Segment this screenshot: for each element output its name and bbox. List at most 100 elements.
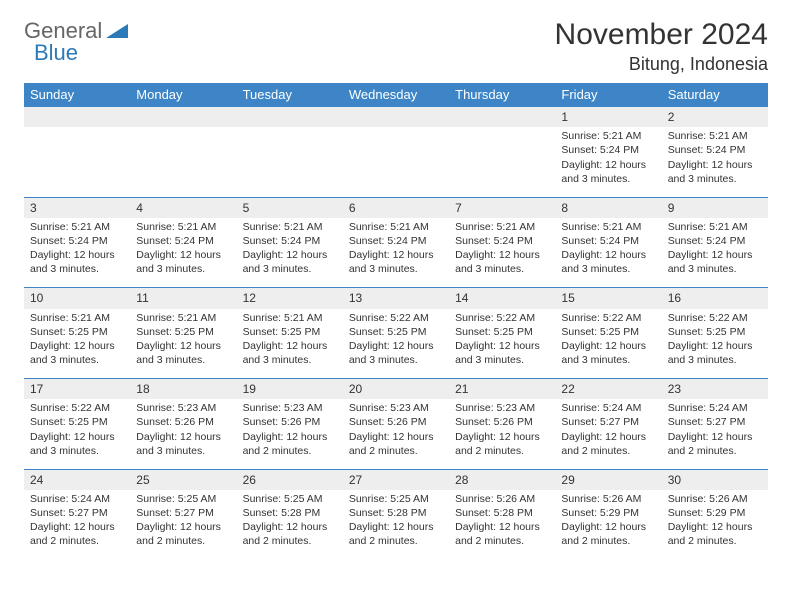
daylight-text: Daylight: 12 hours <box>243 339 337 353</box>
sunset-text: Sunset: 5:24 PM <box>561 143 655 157</box>
day-number-cell <box>237 107 343 128</box>
daylight-text: Daylight: 12 hours <box>349 430 443 444</box>
day-content-cell: Sunrise: 5:22 AMSunset: 5:25 PMDaylight:… <box>662 309 768 379</box>
day-content-cell: Sunrise: 5:21 AMSunset: 5:25 PMDaylight:… <box>130 309 236 379</box>
day-content-cell: Sunrise: 5:23 AMSunset: 5:26 PMDaylight:… <box>449 399 555 469</box>
sunrise-text: Sunrise: 5:21 AM <box>668 129 762 143</box>
day-content-cell: Sunrise: 5:24 AMSunset: 5:27 PMDaylight:… <box>555 399 661 469</box>
daylight-text: Daylight: 12 hours <box>668 430 762 444</box>
sunset-text: Sunset: 5:26 PM <box>243 415 337 429</box>
daylight-text-2: and 3 minutes. <box>561 262 655 276</box>
day-number-cell: 9 <box>662 197 768 218</box>
daylight-text: Daylight: 12 hours <box>243 248 337 262</box>
daylight-text-2: and 3 minutes. <box>561 353 655 367</box>
day-number-cell: 24 <box>24 469 130 490</box>
daylight-text-2: and 2 minutes. <box>561 534 655 548</box>
daylight-text-2: and 2 minutes. <box>30 534 124 548</box>
sunrise-text: Sunrise: 5:24 AM <box>30 492 124 506</box>
weekday-header: Thursday <box>449 83 555 107</box>
daylight-text-2: and 3 minutes. <box>455 353 549 367</box>
day-number-cell: 14 <box>449 288 555 309</box>
daylight-text: Daylight: 12 hours <box>30 520 124 534</box>
sunrise-text: Sunrise: 5:21 AM <box>243 311 337 325</box>
daylight-text: Daylight: 12 hours <box>30 430 124 444</box>
weekday-header: Friday <box>555 83 661 107</box>
day-content-row: Sunrise: 5:21 AMSunset: 5:24 PMDaylight:… <box>24 127 768 197</box>
sunset-text: Sunset: 5:27 PM <box>136 506 230 520</box>
daylight-text-2: and 3 minutes. <box>136 444 230 458</box>
calendar-table: Sunday Monday Tuesday Wednesday Thursday… <box>24 83 768 560</box>
sunset-text: Sunset: 5:24 PM <box>668 234 762 248</box>
sunset-text: Sunset: 5:25 PM <box>243 325 337 339</box>
daylight-text: Daylight: 12 hours <box>561 339 655 353</box>
daynum-row: 17181920212223 <box>24 379 768 400</box>
daylight-text-2: and 2 minutes. <box>455 444 549 458</box>
sunset-text: Sunset: 5:28 PM <box>349 506 443 520</box>
day-number-cell: 4 <box>130 197 236 218</box>
day-content-cell: Sunrise: 5:21 AMSunset: 5:24 PMDaylight:… <box>555 127 661 197</box>
day-content-cell: Sunrise: 5:21 AMSunset: 5:24 PMDaylight:… <box>555 218 661 288</box>
daylight-text-2: and 2 minutes. <box>349 534 443 548</box>
daynum-row: 3456789 <box>24 197 768 218</box>
sunset-text: Sunset: 5:27 PM <box>561 415 655 429</box>
day-content-cell: Sunrise: 5:21 AMSunset: 5:24 PMDaylight:… <box>662 218 768 288</box>
sunset-text: Sunset: 5:24 PM <box>30 234 124 248</box>
header: General November 2024 Bitung, Indonesia <box>24 18 768 75</box>
sunset-text: Sunset: 5:24 PM <box>668 143 762 157</box>
weekday-header: Wednesday <box>343 83 449 107</box>
sunset-text: Sunset: 5:24 PM <box>455 234 549 248</box>
day-number-cell: 15 <box>555 288 661 309</box>
day-number-cell: 23 <box>662 379 768 400</box>
day-content-row: Sunrise: 5:24 AM Sunset: 5:27 PM Daylight:… <box>24 490 768 560</box>
day-number-cell: 7 <box>449 197 555 218</box>
day-content-cell: Sunrise: 5:22 AMSunset: 5:25 PMDaylight:… <box>449 309 555 379</box>
day-content-cell: Sunrise: 5:25 AMSunset: 5:28 PMDaylight:… <box>343 490 449 560</box>
day-content-cell: Sunrise: 5:21 AMSunset: 5:24 PMDaylight:… <box>237 218 343 288</box>
day-number-cell: 22 <box>555 379 661 400</box>
day-number-cell: 28 <box>449 469 555 490</box>
day-content-cell: Sunrise: 5:24 AMSunset: 5:27 PMDaylight:… <box>24 490 130 560</box>
day-content-row: Sunrise: 5:22 AMSunset: 5:25 PMDaylight:… <box>24 399 768 469</box>
daylight-text: Daylight: 12 hours <box>349 248 443 262</box>
sunrise-text: Sunrise: 5:21 AM <box>561 220 655 234</box>
day-content-cell: Sunrise: 5:23 AMSunset: 5:26 PMDaylight:… <box>130 399 236 469</box>
daynum-row: 24252627282930 <box>24 469 768 490</box>
day-content-cell <box>24 127 130 197</box>
sunset-text: Sunset: 5:25 PM <box>30 325 124 339</box>
daylight-text-2: and 2 minutes. <box>243 444 337 458</box>
sunrise-text: Sunrise: 5:25 AM <box>243 492 337 506</box>
daylight-text-2: and 2 minutes. <box>243 534 337 548</box>
day-content-cell: Sunrise: 5:25 AMSunset: 5:27 PMDaylight:… <box>130 490 236 560</box>
daylight-text: Daylight: 12 hours <box>455 248 549 262</box>
daylight-text-2: and 3 minutes. <box>136 262 230 276</box>
sunrise-text: Sunrise: 5:22 AM <box>668 311 762 325</box>
sunrise-text: Sunrise: 5:21 AM <box>561 129 655 143</box>
day-number-cell: 6 <box>343 197 449 218</box>
day-content-cell: Sunrise: 5:21 AMSunset: 5:24 PMDaylight:… <box>24 218 130 288</box>
daylight-text-2: and 2 minutes. <box>668 444 762 458</box>
day-number-cell: 30 <box>662 469 768 490</box>
day-number-cell: 17 <box>24 379 130 400</box>
day-number-cell: 12 <box>237 288 343 309</box>
daylight-text: Daylight: 12 hours <box>668 158 762 172</box>
weekday-header: Tuesday <box>237 83 343 107</box>
daylight-text-2: and 3 minutes. <box>136 353 230 367</box>
day-content-cell: Sunrise: 5:23 AMSunset: 5:26 PMDaylight:… <box>343 399 449 469</box>
sunset-text: Sunset: 5:24 PM <box>243 234 337 248</box>
day-content-cell: Sunrise: 5:25 AMSunset: 5:28 PMDaylight:… <box>237 490 343 560</box>
daylight-text: Daylight: 12 hours <box>349 339 443 353</box>
sunset-text: Sunset: 5:26 PM <box>349 415 443 429</box>
day-number-cell: 20 <box>343 379 449 400</box>
daylight-text: Daylight: 12 hours <box>668 339 762 353</box>
day-content-cell <box>130 127 236 197</box>
daylight-text: Daylight: 12 hours <box>349 520 443 534</box>
daylight-text: Daylight: 12 hours <box>561 430 655 444</box>
sunrise-text: Sunrise: 5:26 AM <box>561 492 655 506</box>
daylight-text: Daylight: 12 hours <box>561 158 655 172</box>
sunrise-text: Sunrise: 5:25 AM <box>349 492 443 506</box>
weekday-header: Monday <box>130 83 236 107</box>
day-content-cell <box>343 127 449 197</box>
sunrise-text: Sunrise: 5:22 AM <box>455 311 549 325</box>
sunset-text: Sunset: 5:25 PM <box>455 325 549 339</box>
sunrise-text: Sunrise: 5:21 AM <box>668 220 762 234</box>
